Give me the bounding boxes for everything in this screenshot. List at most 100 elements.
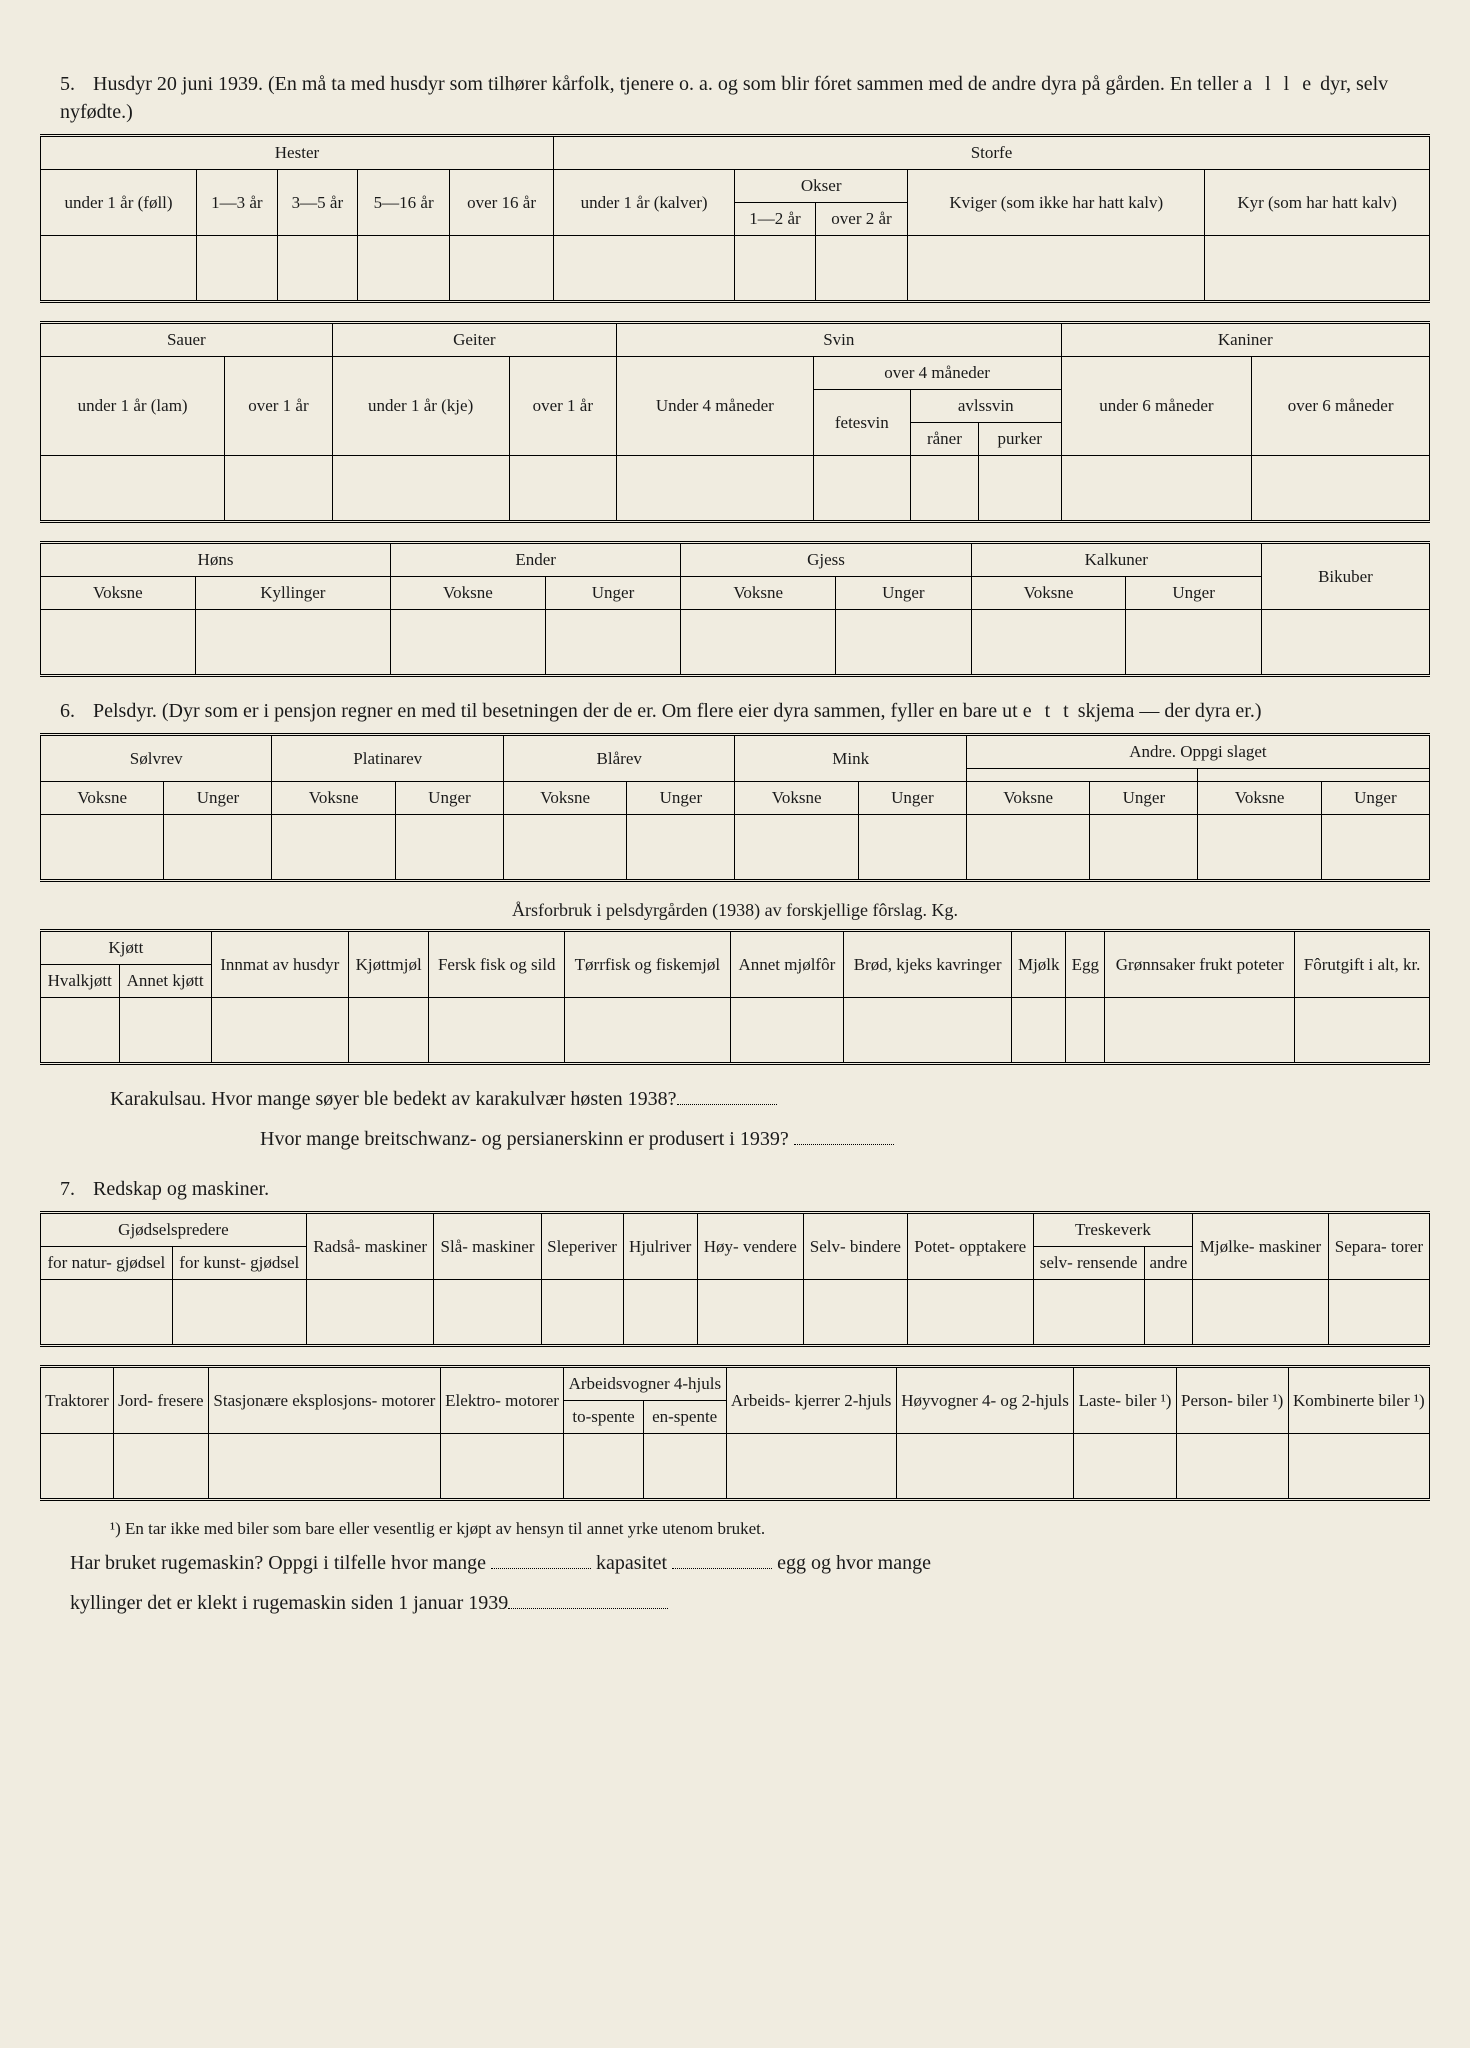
hdr-unger: Unger — [1126, 577, 1262, 610]
cell — [1193, 1280, 1329, 1346]
cell — [450, 236, 554, 302]
cell — [195, 610, 390, 676]
cell — [41, 998, 120, 1064]
cell — [277, 236, 358, 302]
hdr-annetmjol: Annet mjølfôr — [730, 931, 843, 998]
hdr-blarev: Blårev — [503, 735, 734, 782]
hdr-okser: Okser — [735, 170, 908, 203]
hdr-mjolke: Mjølke- maskiner — [1193, 1213, 1329, 1280]
hdr-selvrens: selv- rensende — [1033, 1247, 1144, 1280]
hdr-over16: over 16 år — [450, 170, 554, 236]
ruge-b: kapasitet — [596, 1552, 672, 1574]
cell — [1328, 1280, 1429, 1346]
cell — [896, 1434, 1073, 1500]
hdr-voksne: Voksne — [272, 782, 395, 815]
cell — [735, 815, 858, 881]
hdr-unger: Unger — [858, 782, 966, 815]
hdr-kjott: Kjøtt — [41, 931, 212, 965]
hdr-mink: Mink — [735, 735, 966, 782]
footnote-1: ¹) En tar ikke med biler som bare eller … — [110, 1519, 1430, 1539]
cell — [564, 1434, 644, 1500]
cell — [908, 236, 1205, 302]
cell — [197, 236, 278, 302]
hdr-bikuber: Bikuber — [1261, 543, 1429, 610]
hdr-elektro: Elektro- motorer — [440, 1367, 563, 1434]
hdr-12: 1—2 år — [735, 203, 816, 236]
hdr-unger: Unger — [395, 782, 503, 815]
cell — [553, 236, 734, 302]
cell — [541, 1280, 623, 1346]
table-pelsdyr: Sølvrev Platinarev Blårev Mink Andre. Op… — [40, 733, 1430, 882]
cell — [1126, 610, 1262, 676]
cell — [730, 998, 843, 1064]
hdr-unger: Unger — [164, 782, 272, 815]
hdr-kyr: Kyr (som har hatt kalv) — [1205, 170, 1430, 236]
cell — [735, 236, 816, 302]
cell — [617, 456, 814, 522]
hdr-kunst: for kunst- gjødsel — [172, 1247, 306, 1280]
ruge-d: kyllinger det er klekt i rugemaskin side… — [70, 1592, 508, 1614]
cell — [395, 815, 503, 881]
section-5-heading: 5. Husdyr 20 juni 1939. (En må ta med hu… — [60, 70, 1430, 126]
cell — [348, 998, 429, 1064]
cell — [41, 1434, 114, 1500]
cell — [429, 998, 565, 1064]
hdr-storfe: Storfe — [553, 136, 1429, 170]
hdr-voksne: Voksne — [966, 782, 1089, 815]
hdr-brod: Brød, kjeks kavringer — [844, 931, 1012, 998]
hdr-hjulriver: Hjulriver — [623, 1213, 697, 1280]
section-6-em: e t t — [1023, 700, 1073, 722]
hdr-stasj: Stasjonære eksplosjons- motorer — [208, 1367, 440, 1434]
cell — [119, 998, 211, 1064]
cell — [1295, 998, 1430, 1064]
cell — [225, 456, 332, 522]
hdr-hvalkjott: Hvalkjøtt — [41, 965, 120, 998]
hdr-kjottmjol: Kjøttmjøl — [348, 931, 429, 998]
cell — [1252, 456, 1430, 522]
ruge-line2: kyllinger det er klekt i rugemaskin side… — [70, 1587, 1430, 1619]
cell — [272, 815, 395, 881]
hdr-ender: Ender — [391, 543, 681, 577]
cell — [627, 815, 735, 881]
cell — [41, 1280, 173, 1346]
hdr-over1b: over 1 år — [509, 357, 616, 456]
section-6-number: 6. — [60, 697, 88, 725]
cell — [434, 1280, 541, 1346]
karakul-l1: Karakulsau. Hvor mange søyer ble bedekt … — [110, 1088, 677, 1110]
cell — [1261, 610, 1429, 676]
ruge-c: egg og hvor mange — [777, 1552, 931, 1574]
cell — [1176, 1434, 1288, 1500]
cell — [358, 236, 450, 302]
cell — [332, 456, 509, 522]
hdr-arbeidsv: Arbeidsvogner 4-hjuls — [564, 1367, 726, 1401]
blank — [508, 1588, 668, 1609]
hdr-natur: for natur- gjødsel — [41, 1247, 173, 1280]
hdr-geiter: Geiter — [332, 323, 616, 357]
cell — [113, 1434, 208, 1500]
hdr-over1: over 1 år — [225, 357, 332, 456]
ruge-a: Har bruket rugemaskin? Oppgi i tilfelle … — [70, 1552, 491, 1574]
hdr-516: 5—16 år — [358, 170, 450, 236]
cell — [172, 1280, 306, 1346]
hdr-voksne: Voksne — [391, 577, 546, 610]
hdr-unger: Unger — [627, 782, 735, 815]
section-7-text: Redskap og maskiner. — [93, 1178, 269, 1200]
cell — [1033, 1280, 1144, 1346]
hdr-sauer: Sauer — [41, 323, 333, 357]
table5-caption: Årsforbruk i pelsdyrgården (1938) av for… — [40, 900, 1430, 921]
hdr-13: 1—3 år — [197, 170, 278, 236]
blank — [677, 1084, 777, 1105]
cell — [1012, 998, 1066, 1064]
hdr-sla: Slå- maskiner — [434, 1213, 541, 1280]
hdr-unger: Unger — [1090, 782, 1198, 815]
hdr-radsa: Radså- maskiner — [306, 1213, 434, 1280]
cell — [306, 1280, 434, 1346]
cell — [545, 610, 681, 676]
table-arsforbruk: Kjøtt Innmat av husdyr Kjøttmjøl Fersk f… — [40, 929, 1430, 1065]
hdr-under1kalver: under 1 år (kalver) — [553, 170, 734, 236]
hdr-torrfisk: Tørrfisk og fiskemjøl — [565, 931, 731, 998]
hdr-potet: Potet- opptakere — [907, 1213, 1033, 1280]
hdr-over2: over 2 år — [815, 203, 908, 236]
hdr-treske: Treskeverk — [1033, 1213, 1193, 1247]
hdr-under4: Under 4 måneder — [617, 357, 814, 456]
